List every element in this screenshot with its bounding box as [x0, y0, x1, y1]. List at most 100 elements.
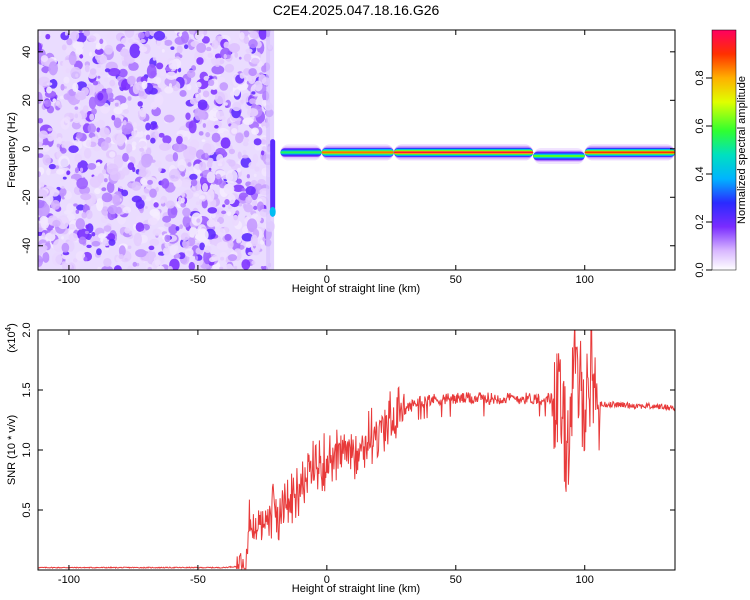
- noise-blob: [216, 241, 230, 251]
- noise-blob: [97, 266, 101, 270]
- signal-band: [533, 155, 585, 158]
- noise-blob: [113, 117, 122, 129]
- noise-blob: [188, 30, 196, 35]
- noise-blob: [251, 127, 260, 135]
- noise-blob: [232, 184, 245, 193]
- noise-blob: [133, 122, 137, 128]
- noise-blob: [237, 41, 246, 54]
- noise-blob: [45, 35, 50, 40]
- noise-blob: [165, 71, 177, 81]
- noise-blob: [165, 154, 175, 162]
- noise-blob: [87, 35, 97, 43]
- noise-blob: [254, 144, 262, 151]
- noise-blob: [144, 206, 148, 209]
- noise-blob: [94, 121, 99, 127]
- noise-blob: [154, 259, 161, 266]
- noise-blob: [245, 242, 252, 248]
- noise-blob: [104, 68, 111, 73]
- noise-blob: [206, 171, 216, 184]
- noise-blob: [249, 30, 258, 39]
- noise-blob: [168, 168, 181, 182]
- noise-blob: [113, 106, 123, 115]
- noise-blob: [182, 207, 191, 217]
- noise-blob: [153, 30, 166, 41]
- noise-blob: [251, 103, 257, 107]
- noise-blob: [89, 51, 93, 57]
- noise-blob: [226, 54, 231, 59]
- noise-blob: [141, 155, 152, 168]
- noise-blob: [38, 255, 44, 267]
- noise-blob: [202, 143, 212, 154]
- noise-blob: [241, 154, 249, 159]
- noise-blob: [240, 99, 244, 104]
- noise-blob: [132, 261, 138, 267]
- noise-blob: [96, 119, 106, 128]
- noise-blob: [102, 239, 111, 246]
- noise-blob: [61, 242, 70, 253]
- noise-blob: [61, 236, 64, 240]
- noise-blob: [38, 117, 44, 124]
- noise-blob: [108, 238, 116, 246]
- x-tick-label: 50: [450, 574, 462, 586]
- noise-blob: [182, 215, 191, 228]
- noise-blob: [228, 42, 241, 53]
- noise-blob: [199, 173, 204, 177]
- x-tick-label: 0: [324, 574, 330, 586]
- noise-blob: [242, 149, 247, 155]
- noise-blob: [50, 199, 61, 210]
- noise-blob: [58, 187, 67, 197]
- spectrogram-panel: -100 -50 0 50 100 -40 -20 0 20 40 Height of stra…: [6, 29, 676, 295]
- noise-blob: [46, 82, 53, 86]
- noise-blob: [184, 248, 194, 257]
- noise-blob: [118, 68, 128, 78]
- noise-blob: [144, 130, 151, 136]
- noise-blob: [144, 30, 150, 38]
- noise-blob: [207, 207, 218, 214]
- noise-blob: [123, 119, 127, 126]
- noise-blob: [127, 162, 135, 171]
- noise-blob: [91, 231, 96, 237]
- noise-blob: [113, 265, 122, 270]
- noise-blob: [66, 213, 76, 222]
- noise-blob: [225, 169, 238, 184]
- noise-blob: [108, 68, 121, 77]
- noise-blob: [139, 107, 147, 118]
- noise-blob: [189, 227, 197, 237]
- noise-blob: [106, 181, 115, 194]
- noise-blob: [83, 256, 88, 262]
- x-tick-label: -100: [58, 574, 80, 586]
- noise-blob: [158, 167, 162, 173]
- noise-blob: [139, 147, 145, 152]
- noise-blob: [73, 203, 78, 207]
- noise-blob: [179, 90, 187, 97]
- noise-blob: [150, 137, 156, 144]
- noise-blob: [180, 202, 186, 208]
- noise-blob: [202, 50, 216, 60]
- noise-blob: [179, 224, 184, 230]
- noise-blob: [260, 139, 267, 145]
- signal-band: [280, 151, 322, 154]
- noise-blob: [137, 224, 145, 232]
- snr-x-axis-label: Height of straight line (km): [292, 583, 420, 595]
- noise-blob: [251, 57, 260, 65]
- noise-blob: [101, 192, 113, 203]
- noise-blob: [122, 206, 132, 214]
- noise-blob: [262, 146, 267, 151]
- noise-blob: [242, 141, 249, 147]
- colorbar-label: Normalized spectral amplitude: [736, 76, 748, 224]
- colorbar-tick-label: 0.0: [694, 262, 706, 277]
- noise-blob: [139, 46, 148, 53]
- noise-blob: [215, 110, 225, 121]
- y-tick-label: 40: [21, 46, 33, 58]
- noise-blob: [164, 242, 169, 248]
- noise-blob: [121, 122, 134, 135]
- noise-blob: [184, 44, 189, 50]
- noise-blob: [214, 53, 222, 59]
- noise-blob: [143, 146, 148, 150]
- noise-blob: [146, 64, 157, 79]
- noise-blob: [84, 230, 89, 235]
- noise-blob: [210, 88, 218, 95]
- noise-blob: [84, 64, 90, 73]
- noise-blob: [56, 168, 65, 175]
- noise-blob: [195, 255, 199, 261]
